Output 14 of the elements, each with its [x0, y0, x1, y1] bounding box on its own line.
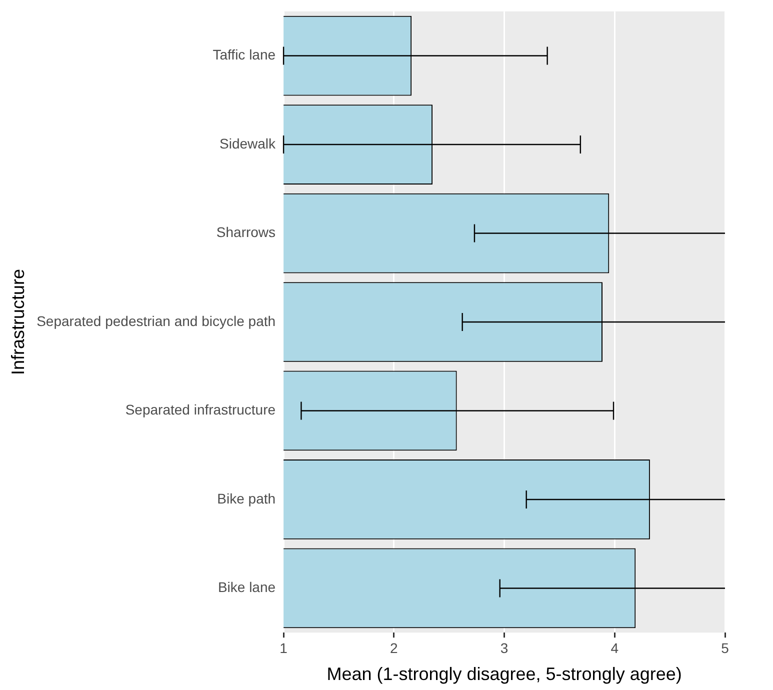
y-tick-label: Sharrows [216, 224, 276, 240]
x-tick-label: 4 [610, 640, 619, 656]
x-tick-label: 1 [280, 640, 288, 656]
y-tick-label: Bike path [217, 490, 276, 506]
y-tick-label: Bike lane [218, 579, 276, 596]
x-tick-label: 5 [721, 640, 730, 656]
x-tick-label: 2 [390, 640, 398, 656]
y-axis-title: Infrastructure [8, 268, 28, 376]
y-tick-label: Sidewalk [220, 135, 277, 152]
x-axis-title: Mean (1-strongly disagree, 5-strongly agree) [326, 664, 682, 684]
y-tick-label: Separated infrastructure [125, 402, 276, 418]
y-tick-label: Separated pedestrian and bicycle path [36, 312, 276, 329]
y-tick-label: Taffic lane [212, 46, 276, 63]
x-tick-label: 3 [500, 640, 508, 656]
